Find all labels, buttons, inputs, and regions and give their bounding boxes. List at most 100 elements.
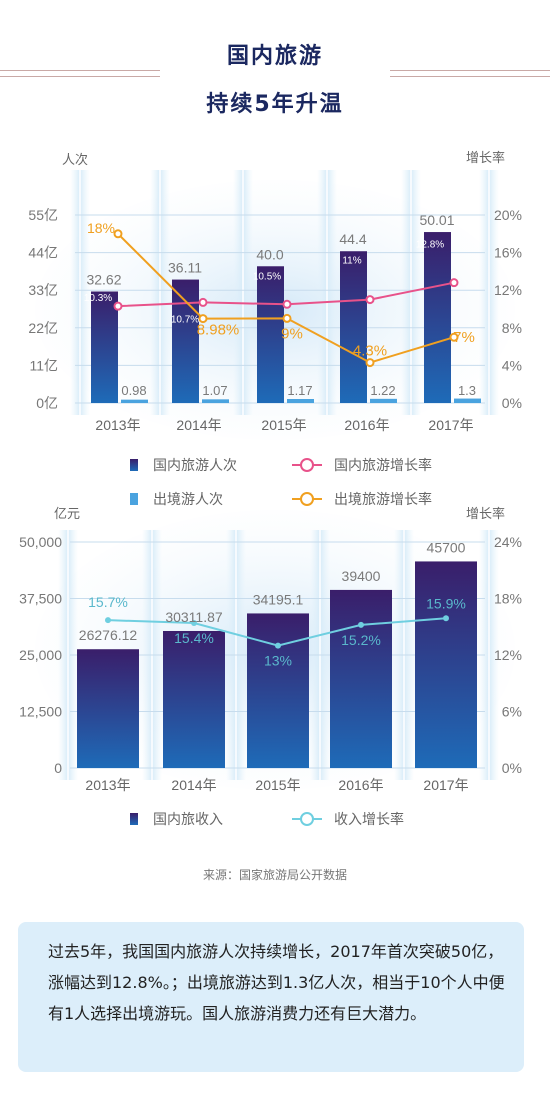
y-tick-label-right: 4% [502, 357, 522, 373]
bar-domestic-visits [340, 251, 367, 403]
legend-label-income-rate: 收入增长率 [334, 811, 404, 827]
y-axis-title-right: 增长率 [466, 150, 505, 165]
x-tick-label: 2016年 [338, 777, 383, 793]
income-rate-label: 13% [264, 653, 292, 669]
y-axis-title-right: 增长率 [466, 506, 505, 521]
income-rate-label: 15.9% [426, 595, 466, 611]
page-title-line1: 国内旅游 [226, 44, 323, 69]
legend-marker-outbound-rate [300, 492, 314, 506]
x-tick-label: 2017年 [428, 417, 473, 433]
legend-swatch-domestic-income [130, 813, 138, 825]
y-tick-label-left: 37,500 [19, 591, 62, 607]
legend-label-domestic-visits: 国内旅游人次 [153, 457, 237, 473]
tourist-visits-chart: 0亿 11亿 22亿 33亿 44亿 55亿 0% 4% 8% 12% 16% 20% 人次 增长率 201… [28, 150, 522, 507]
y-tick-label-left: 0 [54, 760, 62, 776]
x-tick-label: 2014年 [176, 417, 221, 433]
domestic-rate-point [198, 297, 208, 307]
bar-domestic-income [163, 630, 225, 768]
income-rate-point [275, 642, 281, 649]
data-label-domestic-visits: 44.4 [339, 231, 366, 247]
income-rate-point [191, 619, 197, 626]
bar-outbound-visits [202, 399, 229, 403]
outbound-rate-label: 8.98% [197, 322, 240, 339]
x-tick-label: 2013年 [95, 417, 140, 433]
summary-box: 过去5年，我国国内旅游人次持续增长，2017年首次突破50亿，涨幅达到12.8%… [18, 922, 524, 1072]
x-tick-label: 2015年 [261, 417, 306, 433]
domestic-rate-point [449, 278, 459, 288]
income-rate-point [443, 615, 449, 622]
y-tick-label-left: 55亿 [28, 207, 58, 223]
income-rate-label: 15.7% [88, 594, 128, 610]
y-tick-label-right: 6% [502, 704, 522, 720]
legend-label-domestic-income: 国内旅收入 [153, 811, 223, 827]
bar-outbound-visits [121, 399, 148, 403]
domestic-rate-label: 10.5% [253, 271, 281, 282]
data-label-domestic-visits: 40.0 [256, 246, 283, 262]
legend-swatch-domestic-visits [130, 459, 138, 471]
income-rate-label: 15.4% [174, 630, 214, 646]
data-label-domestic-visits: 36.11 [168, 260, 202, 276]
y-tick-label-right: 12% [494, 647, 522, 663]
domestic-rate-label: 12.8% [416, 240, 444, 251]
bar-domestic-income [330, 589, 392, 768]
y-tick-label-left: 25,000 [19, 647, 62, 663]
y-tick-label-left: 44亿 [28, 245, 58, 261]
outbound-rate-point [198, 314, 208, 324]
bar-domestic-visits [257, 266, 284, 403]
data-label-outbound-visits: 1.17 [287, 383, 312, 398]
title-divider-right-bottom [390, 76, 550, 77]
legend-label-domestic-rate: 国内旅游增长率 [334, 457, 432, 473]
data-label-outbound-visits: 1.07 [202, 383, 227, 398]
y-tick-label-right: 0% [502, 760, 522, 776]
data-label-domestic-visits: 50.01 [419, 212, 454, 228]
y-tick-label-left: 0亿 [36, 395, 58, 411]
page-title-line2: 持续5年升温 [206, 92, 344, 117]
legend-swatch-outbound-visits [130, 493, 138, 505]
data-label-domestic-visits: 32.62 [86, 271, 121, 287]
domestic-rate-label: 10.7% [171, 314, 199, 325]
bar-domestic-visits [91, 291, 118, 403]
data-label-domestic-income: 26276.12 [79, 627, 138, 643]
data-label-outbound-visits: 1.3 [458, 383, 476, 398]
outbound-rate-label: 4.3% [353, 343, 387, 360]
outbound-rate-label: 9% [281, 325, 303, 342]
data-label-outbound-visits: 1.22 [370, 383, 395, 398]
income-rate-point [105, 617, 111, 624]
income-rate-label: 15.2% [341, 632, 381, 648]
domestic-rate-point [282, 299, 292, 309]
bar-domestic-visits [172, 279, 199, 403]
y-axis-title-left: 亿元 [54, 506, 80, 521]
y-tick-label-left: 22亿 [28, 320, 58, 336]
summary-text: 过去5年，我国国内旅游人次持续增长，2017年首次突破50亿，涨幅达到12.8%… [48, 942, 505, 1023]
domestic-rate-label: 11% [342, 256, 361, 267]
domestic-rate-point [365, 295, 375, 305]
bar-domestic-income [415, 561, 477, 768]
y-tick-label-right: 20% [494, 207, 522, 223]
x-tick-label: 2014年 [171, 777, 216, 793]
outbound-rate-label: 7% [453, 329, 475, 346]
y-tick-label-right: 12% [494, 282, 522, 298]
y-tick-label-right: 0% [502, 395, 522, 411]
legend-marker-domestic-rate [300, 458, 314, 472]
y-tick-label-right: 16% [494, 245, 522, 261]
bar-outbound-visits [287, 399, 314, 403]
y-tick-label-left: 33亿 [28, 282, 58, 298]
bar-domestic-income [247, 613, 309, 768]
y-tick-label-right: 24% [494, 534, 522, 550]
outbound-rate-label: 18% [87, 220, 115, 236]
outbound-rate-point [365, 358, 375, 368]
data-source: 来源：国家旅游局公开数据 [202, 868, 347, 882]
title-divider-left-bottom [0, 76, 160, 77]
x-tick-label: 2015年 [255, 777, 300, 793]
tourism-income-chart: 0 12,500 25,000 37,500 50,000 0% 6% 12% 18% 24% 亿元… [19, 506, 522, 827]
x-tick-label: 2016年 [344, 417, 389, 433]
x-tick-label: 2013年 [85, 777, 130, 793]
domestic-rate-label: 10.3% [84, 293, 112, 304]
domestic-rate-point [113, 301, 123, 311]
legend-marker-income-rate [300, 812, 314, 826]
legend-label-outbound-visits: 出境游人次 [153, 491, 223, 507]
y-tick-label-left: 11亿 [29, 357, 58, 373]
y-tick-label-right: 8% [502, 320, 522, 336]
y-tick-label-left: 12,500 [19, 704, 62, 720]
data-label-domestic-income: 34195.1 [253, 591, 304, 607]
